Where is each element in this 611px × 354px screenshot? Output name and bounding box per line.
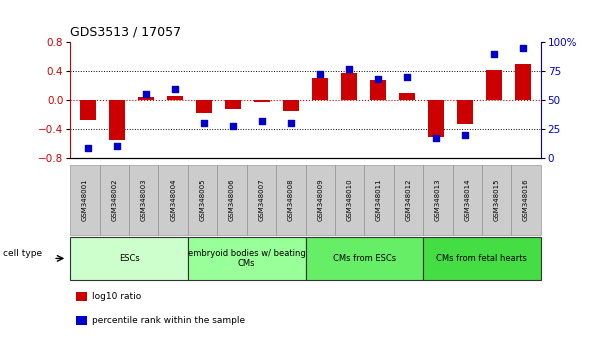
Bar	[341, 73, 357, 100]
Point	[373, 76, 383, 82]
Bar	[486, 70, 502, 100]
Bar	[370, 80, 386, 100]
Text: CMs from fetal hearts: CMs from fetal hearts	[436, 254, 527, 263]
Text: embryoid bodies w/ beating
CMs: embryoid bodies w/ beating CMs	[188, 249, 306, 268]
Text: GSM348008: GSM348008	[288, 179, 294, 221]
Text: cell type: cell type	[3, 249, 42, 258]
Bar	[428, 100, 444, 137]
Text: percentile rank within the sample: percentile rank within the sample	[92, 316, 246, 325]
Point	[199, 120, 209, 126]
Bar	[225, 100, 241, 109]
Point	[315, 71, 325, 76]
Point	[489, 51, 499, 57]
Text: GSM348011: GSM348011	[376, 179, 382, 221]
Bar	[457, 100, 473, 124]
Text: GSM348002: GSM348002	[111, 179, 117, 221]
Text: GSM348004: GSM348004	[170, 179, 176, 221]
Bar	[167, 96, 183, 100]
Bar	[196, 100, 212, 113]
Point	[344, 66, 354, 72]
Point	[228, 124, 238, 129]
Text: GSM348010: GSM348010	[346, 179, 353, 221]
Point	[286, 120, 296, 126]
Point	[83, 145, 93, 151]
Text: GSM348001: GSM348001	[82, 179, 88, 221]
Text: GSM348007: GSM348007	[258, 179, 265, 221]
Point	[431, 135, 441, 141]
Bar	[138, 97, 154, 100]
Point	[112, 143, 122, 149]
Point	[170, 86, 180, 91]
Text: log10 ratio: log10 ratio	[92, 292, 142, 301]
Text: GSM348006: GSM348006	[229, 179, 235, 221]
Bar	[254, 100, 270, 102]
Text: GSM348009: GSM348009	[317, 179, 323, 221]
Bar	[283, 100, 299, 111]
Point	[518, 45, 528, 51]
Point	[257, 118, 267, 124]
Text: GSM348013: GSM348013	[435, 179, 441, 221]
Point	[460, 132, 470, 137]
Point	[402, 74, 412, 80]
Text: GSM348012: GSM348012	[406, 179, 411, 221]
Bar	[109, 100, 125, 139]
Bar	[399, 93, 415, 100]
Text: GSM348015: GSM348015	[494, 179, 500, 221]
Text: ESCs: ESCs	[119, 254, 139, 263]
Text: GSM348014: GSM348014	[464, 179, 470, 221]
Bar	[79, 100, 96, 120]
Bar	[515, 64, 532, 100]
Text: GSM348005: GSM348005	[200, 179, 205, 221]
Text: GSM348003: GSM348003	[141, 179, 147, 221]
Text: GSM348016: GSM348016	[523, 179, 529, 221]
Point	[141, 91, 151, 97]
Text: CMs from ESCs: CMs from ESCs	[333, 254, 396, 263]
Text: GDS3513 / 17057: GDS3513 / 17057	[70, 26, 181, 39]
Bar	[312, 79, 328, 100]
